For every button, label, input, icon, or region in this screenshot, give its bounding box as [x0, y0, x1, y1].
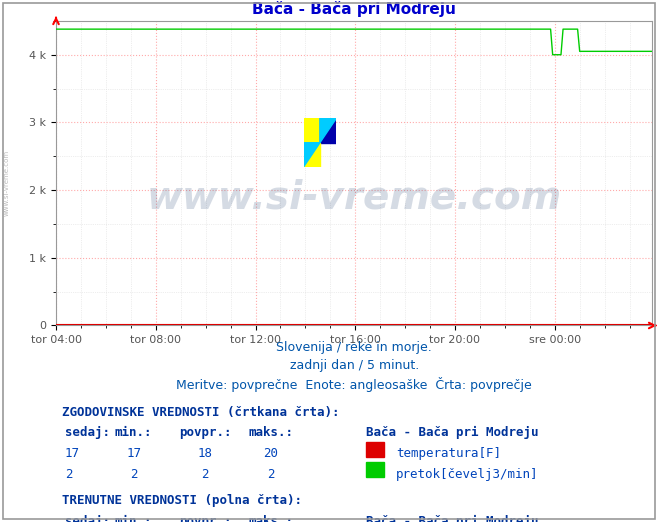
- Text: povpr.:: povpr.:: [179, 426, 231, 440]
- Text: www.si-vreme.com: www.si-vreme.com: [3, 150, 9, 216]
- Text: maks.:: maks.:: [248, 426, 293, 440]
- Text: maks.:: maks.:: [248, 515, 293, 522]
- Text: min.:: min.:: [115, 515, 152, 522]
- Bar: [366, 442, 384, 457]
- Text: 17: 17: [65, 447, 80, 460]
- Text: TRENUTNE VREDNOSTI (polna črta):: TRENUTNE VREDNOSTI (polna črta):: [62, 494, 302, 507]
- Title: Bača - Bača pri Modreju: Bača - Bača pri Modreju: [252, 1, 456, 17]
- Text: povpr.:: povpr.:: [179, 515, 231, 522]
- Text: 2: 2: [267, 468, 274, 481]
- Bar: [366, 462, 384, 477]
- Text: pretok[čevelj3/min]: pretok[čevelj3/min]: [396, 468, 538, 481]
- Text: 18: 18: [198, 447, 213, 460]
- Text: 2: 2: [65, 468, 72, 481]
- Text: Bača - Bača pri Modreju: Bača - Bača pri Modreju: [366, 515, 538, 522]
- Text: sedaj:: sedaj:: [65, 426, 110, 440]
- Text: temperatura[F]: temperatura[F]: [396, 447, 501, 460]
- Text: zadnji dan / 5 minut.: zadnji dan / 5 minut.: [289, 359, 419, 372]
- Text: min.:: min.:: [115, 426, 152, 440]
- Text: 2: 2: [202, 468, 209, 481]
- Text: 17: 17: [126, 447, 141, 460]
- Text: ZGODOVINSKE VREDNOSTI (črtkana črta):: ZGODOVINSKE VREDNOSTI (črtkana črta):: [62, 406, 339, 419]
- Text: Meritve: povprečne  Enote: angleosaške  Črta: povprečje: Meritve: povprečne Enote: angleosaške Čr…: [177, 377, 532, 392]
- Text: Slovenija / reke in morje.: Slovenija / reke in morje.: [276, 341, 432, 354]
- Text: 2: 2: [130, 468, 137, 481]
- Text: 20: 20: [263, 447, 278, 460]
- Text: Bača - Bača pri Modreju: Bača - Bača pri Modreju: [366, 426, 538, 440]
- Text: www.si-vreme.com: www.si-vreme.com: [146, 179, 562, 217]
- Text: sedaj:: sedaj:: [65, 515, 110, 522]
